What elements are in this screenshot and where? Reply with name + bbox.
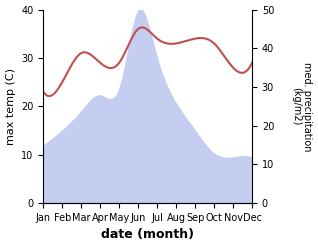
X-axis label: date (month): date (month) — [101, 228, 194, 242]
Y-axis label: med. precipitation
(kg/m2): med. precipitation (kg/m2) — [291, 62, 313, 151]
Y-axis label: max temp (C): max temp (C) — [5, 68, 16, 145]
